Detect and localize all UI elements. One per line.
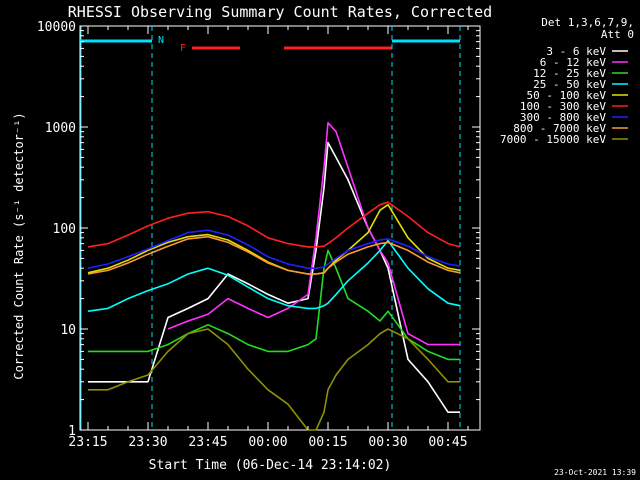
series-line-1 [88, 141, 460, 413]
footer-date: 23-Oct-2021 13:39 [554, 468, 636, 477]
x-tick-label: 00:30 [368, 435, 407, 450]
legend-label: 300 - 800 keV [520, 111, 606, 124]
series-line-3 [88, 249, 460, 361]
series-line-7 [87, 229, 461, 269]
y-tick-label: 1 [68, 424, 76, 439]
series-line-9 [88, 328, 460, 431]
night-label: N [158, 35, 164, 46]
y-tick-label: 10 [60, 323, 76, 338]
legend-label: 100 - 300 keV [520, 100, 606, 113]
legend-label: 50 - 100 keV [527, 89, 607, 102]
axes: 23:15 23:30 23:45 00:00 00:15 00:30 00:45 1 10 10… [37, 20, 480, 450]
series-line-6 [87, 201, 461, 248]
legend-label: 6 - 12 keV [540, 56, 607, 69]
chart-title: RHESSI Observing Summary Count Rates, Co… [68, 3, 492, 21]
x-tick-label: 23:15 [68, 435, 107, 450]
series-layer [87, 122, 461, 431]
y-axis-label: Corrected Count Rate (s⁻¹ detector⁻¹) [12, 112, 26, 379]
x-tick-label: 23:45 [188, 435, 227, 450]
x-axis-label: Start Time (06-Dec-14 23:14:02) [149, 458, 392, 473]
legend-header-line-1: Det 1,3,6,7,9, [541, 16, 634, 29]
y-tick-label: 1000 [45, 121, 76, 136]
x-tick-label: 00:00 [248, 435, 287, 450]
legend-label: 7000 - 15000 keV [500, 133, 606, 146]
series-line-8 [87, 235, 461, 275]
plot-frame [79, 25, 481, 431]
plot-border [79, 25, 481, 431]
legend-label: 12 - 25 keV [533, 67, 606, 80]
y-tick-label: 100 [53, 222, 76, 237]
legend-label: 3 - 6 keV [546, 45, 606, 58]
legend-label: 800 - 7000 keV [513, 122, 606, 135]
y-tick-label: 10000 [37, 20, 76, 35]
legend-header-line-2: Att 0 [601, 28, 634, 41]
series-line-2 [167, 122, 460, 346]
x-tick-label: 00:45 [428, 435, 467, 450]
series-line-4 [87, 239, 461, 312]
legend-label: 25 - 50 keV [533, 78, 606, 91]
x-tick-label: 00:15 [308, 435, 347, 450]
x-tick-label: 23:30 [128, 435, 167, 450]
flare-label: F [180, 43, 186, 54]
